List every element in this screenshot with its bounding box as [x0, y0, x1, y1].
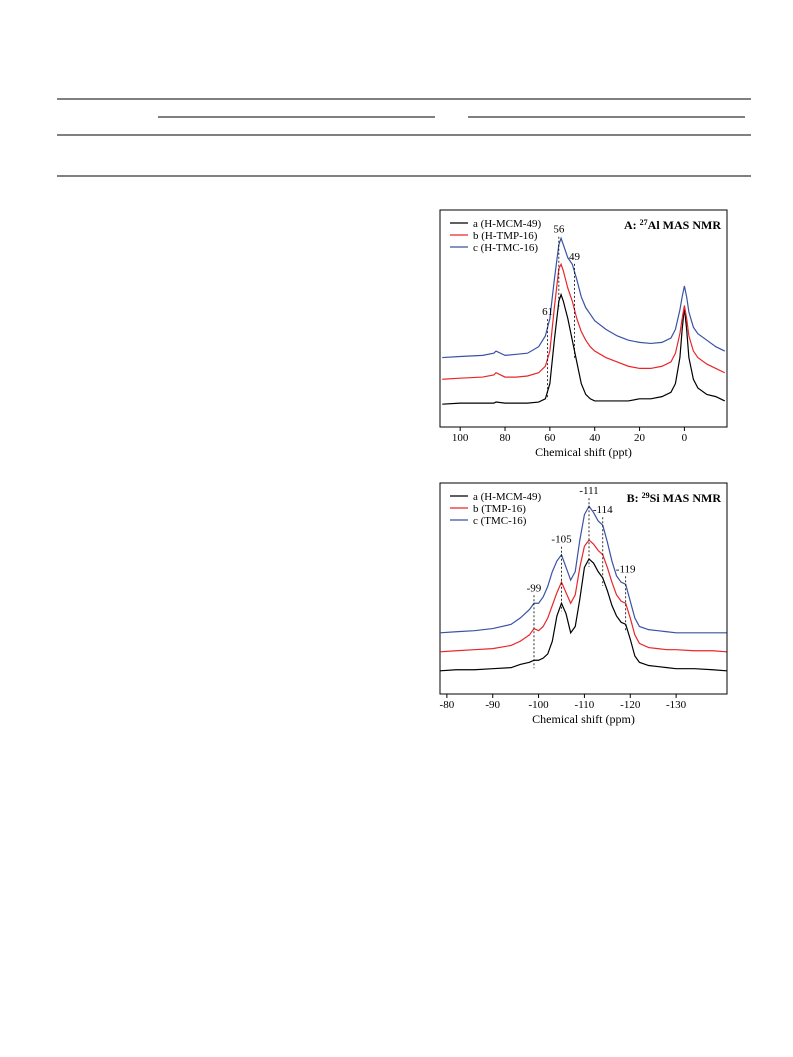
series-line — [442, 262, 726, 380]
series-line — [439, 539, 727, 653]
x-axis-label: Chemical shift (ppt) — [535, 445, 632, 459]
x-tick-label: -100 — [528, 699, 549, 711]
title-text: Si MAS NMR — [650, 491, 722, 505]
legend-label: b (TMP-16) — [473, 503, 526, 515]
peak-label: 61 — [542, 306, 553, 318]
peak-label: -105 — [551, 534, 572, 546]
chart-title: A: 27Al MAS NMR — [624, 218, 721, 233]
series-line — [439, 505, 727, 634]
x-tick-label: 0 — [682, 432, 688, 444]
x-tick-label: -80 — [440, 699, 455, 711]
series-line — [442, 236, 726, 359]
x-axis-label: Chemical shift (ppm) — [532, 712, 635, 726]
peak-label: -119 — [616, 563, 636, 575]
legend-label: c (H-TMC-16) — [473, 242, 538, 254]
title-prefix: B: — [627, 491, 642, 505]
chart-title: B: 29Si MAS NMR — [627, 491, 722, 506]
title-superscript: 29 — [642, 491, 650, 500]
x-tick-label: 60 — [544, 432, 556, 444]
x-tick-label: -120 — [620, 699, 641, 711]
series-line — [439, 557, 727, 672]
legend-label: a (H-MCM-49) — [473, 218, 541, 230]
legend-label: b (H-TMP-16) — [473, 230, 538, 242]
peak-label: -111 — [579, 485, 598, 497]
x-tick-label: 20 — [634, 432, 646, 444]
x-tick-label: 80 — [500, 432, 512, 444]
peak-label: -99 — [527, 582, 542, 594]
legend-label: a (H-MCM-49) — [473, 491, 541, 503]
title-text: Al MAS NMR — [648, 218, 722, 232]
peak-label: 56 — [553, 224, 565, 236]
x-tick-label: 100 — [452, 432, 469, 444]
x-tick-label: -130 — [666, 699, 687, 711]
series-line — [442, 292, 726, 405]
title-superscript: 27 — [640, 218, 648, 227]
legend-label: c (TMC-16) — [473, 515, 527, 527]
x-tick-label: -110 — [575, 699, 595, 711]
plot-frame — [439, 209, 728, 428]
plot-frame — [439, 482, 728, 695]
x-tick-label: -90 — [485, 699, 500, 711]
title-prefix: A: — [624, 218, 640, 232]
peak-label: -114 — [593, 504, 613, 516]
peak-label: 49 — [569, 251, 581, 263]
x-tick-label: 40 — [589, 432, 601, 444]
